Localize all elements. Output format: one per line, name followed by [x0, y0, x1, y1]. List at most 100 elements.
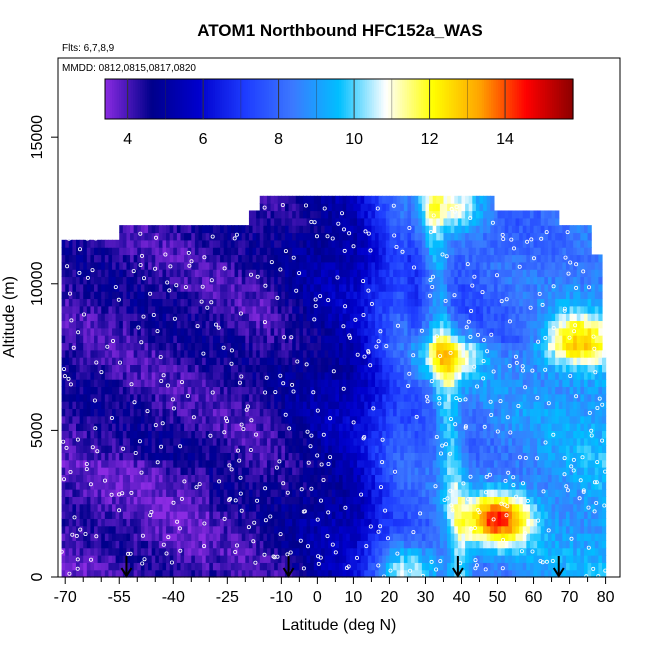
- heat-cell: [472, 511, 477, 519]
- heat-cell: [335, 459, 340, 468]
- heat-cell: [515, 415, 520, 424]
- heat-cell: [108, 386, 113, 395]
- heat-cell: [483, 423, 488, 431]
- heat-cell: [112, 452, 117, 461]
- heat-cell: [587, 481, 592, 490]
- heat-cell: [133, 511, 138, 519]
- heat-cell: [339, 481, 344, 490]
- heat-cell: [119, 474, 124, 483]
- heat-cell: [529, 540, 535, 549]
- heat-cell: [454, 445, 459, 453]
- heat-cell: [540, 349, 545, 358]
- heat-cell: [256, 379, 261, 388]
- heat-cell: [576, 342, 581, 351]
- heat-cell: [148, 386, 153, 395]
- heat-cell: [580, 474, 585, 483]
- heat-cell: [432, 423, 437, 431]
- heat-cell: [508, 525, 513, 534]
- heat-cell: [317, 467, 322, 475]
- heat-cell: [104, 386, 110, 395]
- heat-cell: [371, 364, 376, 373]
- heat-cell: [162, 342, 167, 351]
- heat-cell: [526, 569, 531, 578]
- heat-cell: [576, 445, 581, 453]
- heat-cell: [115, 547, 120, 556]
- heat-cell: [158, 518, 164, 527]
- heat-cell: [90, 496, 95, 505]
- heat-cell: [331, 452, 336, 461]
- heat-cell: [324, 401, 329, 409]
- heat-cell: [461, 445, 466, 453]
- heat-cell: [443, 533, 448, 541]
- heat-cell: [511, 503, 517, 512]
- heat-cell: [158, 511, 164, 519]
- heat-cell: [212, 452, 218, 461]
- heat-cell: [263, 547, 268, 556]
- heat-cell: [432, 555, 437, 563]
- heat-cell: [122, 386, 128, 395]
- heat-cell: [360, 511, 365, 519]
- heat-cell: [486, 371, 491, 380]
- heat-cell: [83, 327, 88, 336]
- heat-cell: [216, 371, 221, 380]
- heat-cell: [281, 555, 286, 563]
- heat-cell: [274, 518, 279, 527]
- heat-cell: [479, 408, 484, 417]
- heat-cell: [270, 533, 275, 541]
- heat-cell: [238, 569, 243, 578]
- heat-cell: [158, 379, 164, 388]
- heat-cell: [443, 415, 448, 424]
- heat-cell: [313, 364, 318, 373]
- heat-cell: [68, 430, 74, 439]
- heat-cell: [497, 474, 502, 483]
- heat-cell: [288, 342, 293, 351]
- heat-cell: [583, 511, 589, 519]
- heat-cell: [483, 430, 488, 439]
- heat-cell: [364, 569, 369, 578]
- heat-cell: [558, 540, 563, 549]
- heat-cell: [130, 393, 135, 402]
- heat-cell: [555, 525, 560, 534]
- heat-cell: [248, 401, 254, 409]
- heat-cell: [202, 357, 207, 366]
- heat-cell: [115, 555, 120, 563]
- heat-cell: [281, 547, 286, 556]
- heat-cell: [202, 371, 207, 380]
- heat-cell: [180, 474, 185, 483]
- heat-cell: [573, 481, 578, 490]
- heat-cell: [270, 474, 275, 483]
- heat-cell: [288, 467, 293, 475]
- heat-cell: [418, 540, 423, 549]
- heat-cell: [587, 349, 592, 358]
- heat-cell: [378, 511, 383, 519]
- heat-cell: [551, 364, 556, 373]
- heat-cell: [540, 503, 545, 512]
- heat-cell: [587, 371, 592, 380]
- heat-cell: [126, 379, 131, 388]
- heat-cell: [148, 555, 153, 563]
- heat-cell: [367, 415, 373, 424]
- heat-cell: [97, 503, 102, 512]
- heat-cell: [94, 408, 99, 417]
- heat-cell: [263, 459, 268, 468]
- heat-cell: [140, 386, 146, 395]
- heat-cell: [115, 540, 120, 549]
- heat-cell: [151, 335, 156, 344]
- heat-cell: [425, 401, 430, 409]
- heat-cell: [151, 518, 156, 527]
- heat-cell: [353, 423, 358, 431]
- heat-cell: [227, 342, 232, 351]
- heat-cell: [155, 437, 160, 446]
- heat-cell: [526, 496, 531, 505]
- heat-cell: [259, 503, 264, 512]
- heat-cell: [418, 349, 423, 358]
- heat-cell: [184, 503, 189, 512]
- heat-cell: [576, 393, 581, 402]
- heat-cell: [90, 371, 95, 380]
- heat-cell: [252, 408, 257, 417]
- heat-cell: [184, 393, 189, 402]
- heat-cell: [173, 452, 178, 461]
- heat-cell: [421, 371, 427, 380]
- heat-cell: [119, 408, 124, 417]
- heat-cell: [486, 423, 491, 431]
